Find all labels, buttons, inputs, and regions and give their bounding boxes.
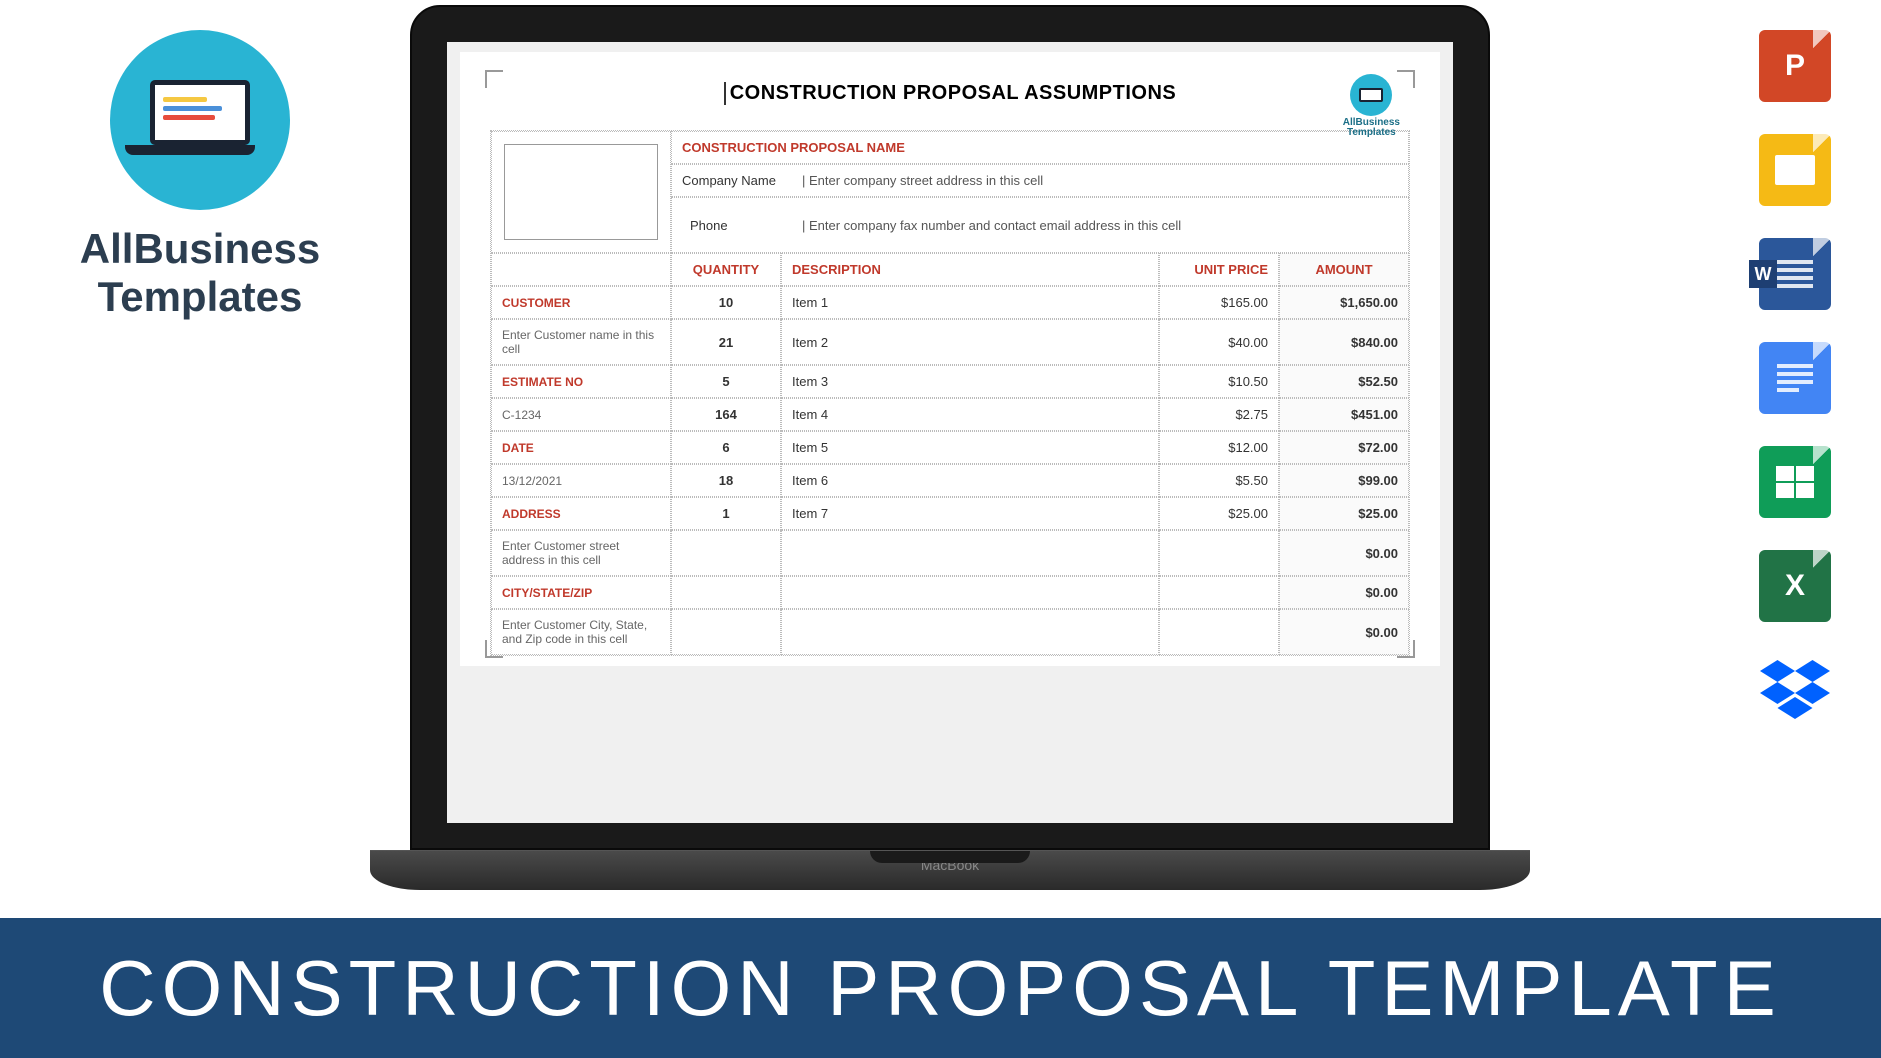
laptop-base: MacBook (370, 850, 1530, 890)
company-row: Company Name | Enter company street addr… (671, 164, 1409, 197)
doc-brand-logo: AllBusinessTemplates (1343, 74, 1400, 138)
format-icons: P W X (1759, 30, 1831, 726)
brand-logo-circle (110, 30, 290, 210)
table-row: 18 (671, 464, 781, 497)
table-row: 1 (671, 497, 781, 530)
dropbox-icon (1759, 654, 1831, 726)
google-docs-icon (1759, 342, 1831, 414)
col-description: DESCRIPTION (781, 253, 1159, 286)
date-label: DATE (491, 431, 671, 464)
laptop-mockup: CONSTRUCTION PROPOSAL ASSUMPTIONS AllBus… (370, 5, 1530, 890)
address-value: Enter Customer street address in this ce… (491, 530, 671, 576)
estimate-value: C-1234 (491, 398, 671, 431)
address-label: ADDRESS (491, 497, 671, 530)
estimate-label: ESTIMATE NO (491, 365, 671, 398)
proposal-table: CONSTRUCTION PROPOSAL NAME Company Name … (490, 130, 1410, 656)
excel-icon: X (1759, 550, 1831, 622)
col-unit-price: UNIT PRICE (1159, 253, 1279, 286)
table-row: 5 (671, 365, 781, 398)
col-quantity: QUANTITY (671, 253, 781, 286)
word-icon: W (1759, 238, 1831, 310)
customer-value: Enter Customer name in this cell (491, 319, 671, 365)
title-banner: CONSTRUCTION PROPOSAL TEMPLATE (0, 918, 1881, 1058)
doc-title: CONSTRUCTION PROPOSAL ASSUMPTIONS (724, 82, 1177, 105)
table-row: 21 (671, 319, 781, 365)
table-row: 6 (671, 431, 781, 464)
section-title: CONSTRUCTION PROPOSAL NAME (671, 131, 1409, 164)
date-value: 13/12/2021 (491, 464, 671, 497)
csz-label: CITY/STATE/ZIP (491, 576, 671, 609)
banner-text: CONSTRUCTION PROPOSAL TEMPLATE (99, 943, 1781, 1034)
document-page: CONSTRUCTION PROPOSAL ASSUMPTIONS AllBus… (460, 52, 1440, 666)
powerpoint-icon: P (1759, 30, 1831, 102)
table-row: 164 (671, 398, 781, 431)
phone-row: Phone | Enter company fax number and con… (671, 197, 1409, 253)
customer-label: CUSTOMER (491, 286, 671, 319)
logo-placeholder-box (491, 131, 671, 253)
col-amount: AMOUNT (1279, 253, 1409, 286)
csz-value: Enter Customer City, State, and Zip code… (491, 609, 671, 655)
brand-name: AllBusiness Templates (70, 225, 330, 322)
google-slides-icon (1759, 134, 1831, 206)
table-row: 10 (671, 286, 781, 319)
brand-logo: AllBusiness Templates (70, 30, 330, 322)
google-sheets-icon (1759, 446, 1831, 518)
